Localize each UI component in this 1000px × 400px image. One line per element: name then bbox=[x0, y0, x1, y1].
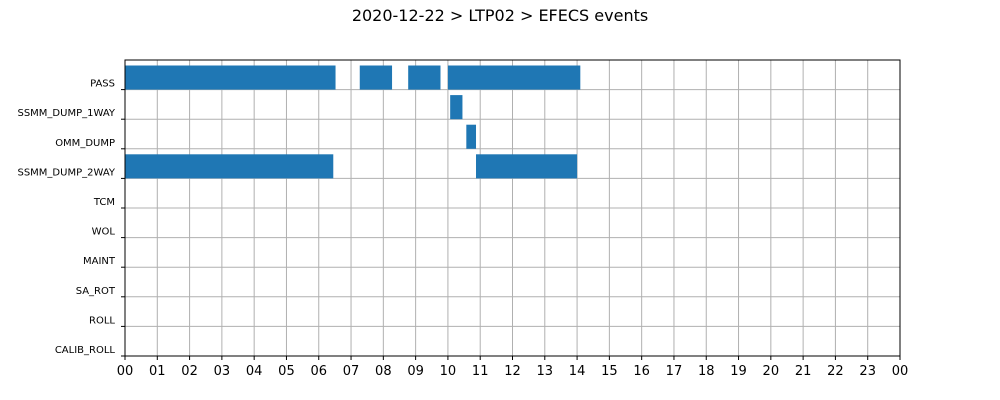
x-tick-label: 14 bbox=[569, 364, 586, 379]
x-tick-label: 07 bbox=[343, 364, 360, 379]
x-tick-label: 11 bbox=[472, 364, 489, 379]
category-label: WOL bbox=[92, 227, 116, 238]
x-tick-label: 08 bbox=[375, 364, 392, 379]
x-tick-label: 21 bbox=[795, 364, 812, 379]
x-tick-label: 04 bbox=[246, 364, 263, 379]
x-tick-label: 22 bbox=[827, 364, 844, 379]
x-tick-label: 02 bbox=[181, 364, 198, 379]
x-tick-label: 01 bbox=[149, 364, 166, 379]
x-tick-label: 03 bbox=[214, 364, 231, 379]
x-tick-label: 10 bbox=[440, 364, 457, 379]
category-label: MAINT bbox=[83, 256, 116, 267]
x-tick-label: 12 bbox=[504, 364, 521, 379]
x-tick-label: 06 bbox=[310, 364, 327, 379]
x-tick-label: 23 bbox=[859, 364, 876, 379]
category-label: SA_ROT bbox=[76, 286, 116, 297]
category-label: SSMM_DUMP_2WAY bbox=[17, 167, 115, 178]
x-tick-label: 17 bbox=[666, 364, 683, 379]
x-tick-label: 05 bbox=[278, 364, 295, 379]
chart-title: 2020-12-22 > LTP02 > EFECS events bbox=[351, 6, 649, 25]
category-label: CALIB_ROLL bbox=[55, 345, 116, 356]
event-bar bbox=[408, 65, 441, 90]
event-bar bbox=[447, 65, 581, 90]
x-tick-label: 00 bbox=[117, 364, 134, 379]
x-tick-label: 18 bbox=[698, 364, 715, 379]
x-tick-label: 09 bbox=[407, 364, 424, 379]
grid-layer bbox=[124, 60, 901, 356]
x-tick-label: 15 bbox=[601, 364, 618, 379]
event-bar bbox=[125, 154, 334, 179]
event-bar bbox=[450, 95, 463, 120]
event-bar bbox=[476, 154, 578, 179]
labels-layer: 00 01 02 03 04 05 06 07 08 09 10 11 12 13 14 15 16 17 18 19… bbox=[17, 79, 908, 379]
category-label: ROLL bbox=[89, 315, 115, 326]
category-label: SSMM_DUMP_1WAY bbox=[17, 108, 115, 119]
event-bar bbox=[466, 124, 477, 149]
event-bar bbox=[359, 65, 393, 90]
category-label: TCM bbox=[93, 197, 115, 208]
x-tick-label: 16 bbox=[633, 364, 650, 379]
x-tick-label: 13 bbox=[537, 364, 554, 379]
x-tick-label: 20 bbox=[763, 364, 780, 379]
ticks-layer bbox=[121, 89, 901, 360]
category-label: PASS bbox=[90, 79, 115, 90]
bars-layer bbox=[125, 65, 581, 179]
x-tick-label: 00 bbox=[892, 364, 909, 379]
event-bar bbox=[125, 65, 336, 90]
category-label: OMM_DUMP bbox=[55, 138, 115, 149]
x-tick-label: 19 bbox=[730, 364, 747, 379]
